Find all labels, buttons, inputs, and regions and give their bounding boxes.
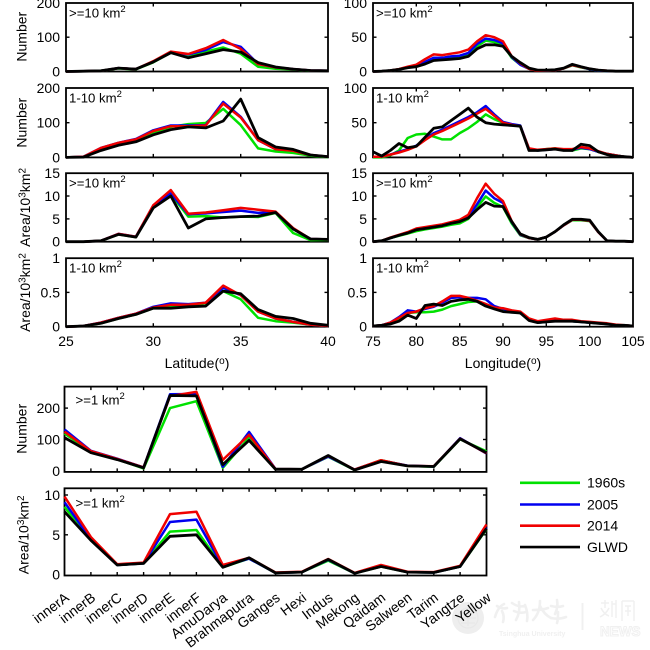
svg-text:>=10 km2: >=10 km2 [69, 174, 126, 191]
svg-text:100: 100 [37, 29, 61, 45]
svg-text:10: 10 [44, 188, 60, 204]
svg-text:Number: Number [14, 97, 30, 147]
svg-text:10: 10 [351, 188, 367, 204]
svg-text:>=1 km2: >=1 km2 [76, 494, 125, 511]
svg-text:40: 40 [320, 333, 336, 349]
svg-text:0: 0 [359, 319, 367, 335]
svg-text:Latitude(o): Latitude(o) [165, 355, 230, 371]
svg-text:200: 200 [37, 0, 61, 11]
svg-text:0: 0 [52, 64, 60, 80]
svg-text:2005: 2005 [587, 496, 618, 512]
svg-text:25: 25 [58, 333, 74, 349]
svg-text:1-10 km2: 1-10 km2 [376, 259, 429, 276]
svg-text:1-10 km2: 1-10 km2 [69, 89, 122, 106]
svg-text:100: 100 [578, 333, 602, 349]
svg-text:0: 0 [52, 463, 60, 479]
svg-text:35: 35 [233, 333, 249, 349]
svg-text:0: 0 [359, 64, 367, 80]
svg-text:5: 5 [52, 527, 60, 543]
svg-text:85: 85 [452, 333, 468, 349]
svg-text:0.5: 0.5 [348, 285, 368, 301]
svg-text:50: 50 [351, 29, 367, 45]
svg-text:105: 105 [621, 333, 645, 349]
svg-text:1-10 km2: 1-10 km2 [376, 89, 429, 106]
svg-text:95: 95 [539, 333, 555, 349]
svg-text:200: 200 [37, 80, 61, 96]
svg-text:Area/103km2: Area/103km2 [17, 168, 33, 247]
svg-text:>=10 km2: >=10 km2 [376, 174, 433, 191]
svg-text:0: 0 [52, 319, 60, 335]
svg-text:1: 1 [359, 250, 367, 266]
svg-text:Area/103km2: Area/103km2 [16, 495, 32, 574]
svg-text:0: 0 [52, 567, 60, 583]
svg-text:200: 200 [37, 400, 61, 416]
svg-text:0: 0 [359, 234, 367, 250]
svg-text:100: 100 [37, 115, 61, 131]
svg-text:Tsinghua University: Tsinghua University [499, 631, 565, 638]
svg-text:2014: 2014 [587, 518, 618, 534]
svg-text:100: 100 [344, 0, 368, 11]
svg-text:0.5: 0.5 [41, 285, 61, 301]
svg-text:GLWD: GLWD [587, 539, 628, 555]
svg-text:90: 90 [495, 333, 511, 349]
svg-text:Area/103km2: Area/103km2 [17, 253, 33, 332]
svg-text:Number: Number [14, 11, 30, 61]
svg-text:5: 5 [359, 211, 367, 227]
svg-text:0: 0 [359, 149, 367, 165]
svg-text:>=10 km2: >=10 km2 [69, 4, 126, 21]
svg-text:15: 15 [44, 165, 60, 181]
svg-text:1: 1 [52, 250, 60, 266]
svg-text:Number: Number [14, 404, 30, 454]
svg-text:>=1 km2: >=1 km2 [76, 391, 125, 408]
svg-text:0: 0 [52, 234, 60, 250]
svg-text:50: 50 [351, 115, 367, 131]
svg-text:1960s: 1960s [587, 475, 625, 491]
svg-text:100: 100 [344, 80, 368, 96]
svg-text:>=10 km2: >=10 km2 [376, 4, 433, 21]
svg-text:15: 15 [351, 165, 367, 181]
svg-text:10: 10 [44, 487, 60, 503]
svg-text:1-10 km2: 1-10 km2 [69, 259, 122, 276]
svg-text:Longitude(o): Longitude(o) [465, 355, 541, 371]
svg-text:80: 80 [409, 333, 425, 349]
svg-text:30: 30 [146, 333, 162, 349]
svg-text:75: 75 [365, 333, 381, 349]
svg-text:0: 0 [52, 149, 60, 165]
svg-text:NEWS: NEWS [600, 624, 641, 639]
svg-text:100: 100 [37, 432, 61, 448]
svg-text:5: 5 [52, 211, 60, 227]
